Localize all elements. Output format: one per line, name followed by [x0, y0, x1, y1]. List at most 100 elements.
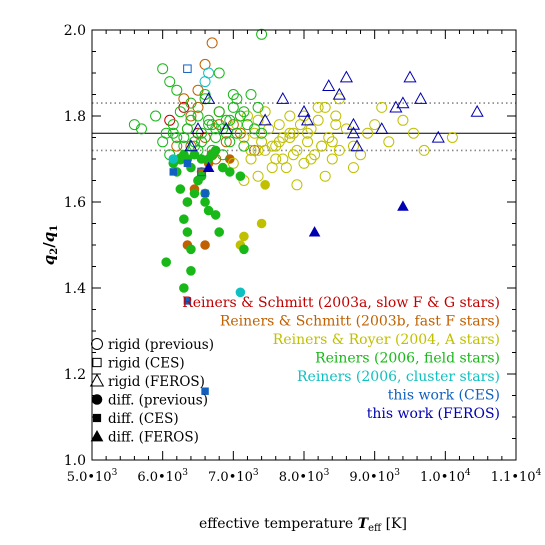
- data-point: [256, 218, 267, 229]
- data-point: [179, 283, 189, 293]
- data-point: [213, 106, 225, 118]
- data-point: [238, 140, 250, 152]
- data-point: [284, 110, 296, 122]
- data-point: [185, 97, 197, 109]
- x-tick-label: 6.0•103: [137, 468, 188, 485]
- data-point: [210, 210, 221, 220]
- data-point: [302, 127, 314, 139]
- data-point: [312, 114, 324, 126]
- data-point: [397, 200, 409, 211]
- data-point: [178, 132, 190, 143]
- data-point: [157, 63, 169, 75]
- data-point: [167, 127, 179, 139]
- data-point: [202, 161, 215, 173]
- legend-symbol-label: diff. (previous): [108, 393, 208, 409]
- data-point: [258, 113, 272, 126]
- data-point: [213, 67, 225, 79]
- data-point: [220, 114, 232, 126]
- legend-color-label: Reiners & Schmitt (2003a, slow F & G sta…: [182, 295, 500, 311]
- data-point: [168, 154, 179, 164]
- data-point: [217, 162, 228, 173]
- data-point: [302, 136, 314, 148]
- data-point: [200, 240, 210, 250]
- reference-lines: [92, 102, 516, 152]
- data-point: [184, 139, 198, 152]
- data-point: [256, 127, 268, 139]
- data-point: [150, 110, 162, 122]
- data-point: [266, 162, 278, 174]
- data-point: [319, 101, 331, 113]
- data-point: [414, 92, 428, 104]
- data-point: [319, 170, 331, 182]
- data-point: [206, 37, 218, 49]
- data-point: [330, 110, 342, 122]
- y-axis-label: q2/q1: [40, 225, 60, 265]
- data-point: [396, 96, 410, 109]
- data-point: [446, 132, 458, 143]
- data-point: [203, 114, 215, 126]
- data-point: [135, 123, 147, 135]
- legend-symbol-marker: [90, 429, 104, 442]
- data-point: [186, 266, 196, 276]
- legend-color-label: Reiners & Schmitt (2003b, fast F stars): [220, 314, 500, 330]
- data-point: [191, 122, 205, 134]
- data-point: [182, 197, 193, 207]
- symbol-legend: rigid (previous) rigid (CES) rigid (FEROS)…: [89, 337, 214, 446]
- data-point: [167, 119, 179, 131]
- y-axis-label-numerator-sub: 2: [49, 248, 60, 255]
- y-axis-label-numerator: q: [40, 255, 58, 266]
- legend-color-label: Reiners (2006, cluster stars): [297, 369, 500, 385]
- data-point: [183, 297, 192, 305]
- legend-symbol-marker: [89, 373, 105, 387]
- data-point: [220, 136, 232, 148]
- x-tick-label: 7.0•103: [208, 468, 259, 485]
- x-tick-label: 8.0•103: [279, 468, 330, 485]
- y-tick-label: 1.8: [64, 109, 86, 125]
- y-axis-label-denominator: q: [40, 232, 58, 243]
- data-point: [171, 84, 183, 96]
- legend-symbol-label: rigid (CES): [108, 356, 185, 372]
- data-point: [186, 244, 196, 255]
- data-point: [227, 157, 239, 169]
- data-point: [182, 227, 193, 237]
- y-tick-label: 1.0: [64, 453, 86, 469]
- legend-symbol-label: rigid (FEROS): [108, 374, 205, 390]
- data-point: [210, 145, 221, 156]
- data-point: [171, 140, 183, 152]
- data-point: [224, 114, 236, 126]
- data-point: [346, 117, 361, 130]
- data-point: [193, 175, 203, 186]
- color-legend: Reiners & Schmitt (2003a, slow F & G sta…: [182, 295, 500, 422]
- data-point: [225, 167, 235, 177]
- y-tick-label: 1.2: [64, 367, 86, 383]
- data-point: [231, 93, 243, 105]
- legend-color-label: Reiners (2006, field stars): [315, 351, 500, 367]
- data-point: [350, 139, 364, 152]
- x-tick-label: 1.0•104: [420, 468, 471, 485]
- y-axis-label-slash: /: [40, 242, 58, 248]
- data-point: [183, 64, 192, 73]
- data-point: [245, 89, 257, 100]
- data-point: [175, 184, 186, 194]
- data-point: [431, 130, 445, 143]
- data-point: [347, 162, 359, 174]
- data-point: [161, 257, 171, 268]
- data-point: [326, 153, 338, 165]
- data-point: [249, 127, 261, 139]
- data-point: [355, 149, 367, 161]
- legend-color-label: Reiners & Royer (2004, A stars): [273, 332, 500, 348]
- data-point: [210, 132, 222, 143]
- legend-symbol-marker: [91, 338, 103, 350]
- x-axis-label-text: effective temperature: [199, 516, 353, 532]
- y-axis-label-denominator-sub: 1: [49, 225, 60, 232]
- data-point: [330, 119, 342, 131]
- data-point: [201, 189, 209, 198]
- x-axis-label-subscript: eff: [368, 523, 382, 534]
- data-point: [252, 144, 264, 156]
- data-point: [179, 214, 189, 224]
- data-point: [273, 136, 285, 148]
- data-point: [252, 170, 264, 182]
- y-tick-label: 1.6: [64, 195, 86, 211]
